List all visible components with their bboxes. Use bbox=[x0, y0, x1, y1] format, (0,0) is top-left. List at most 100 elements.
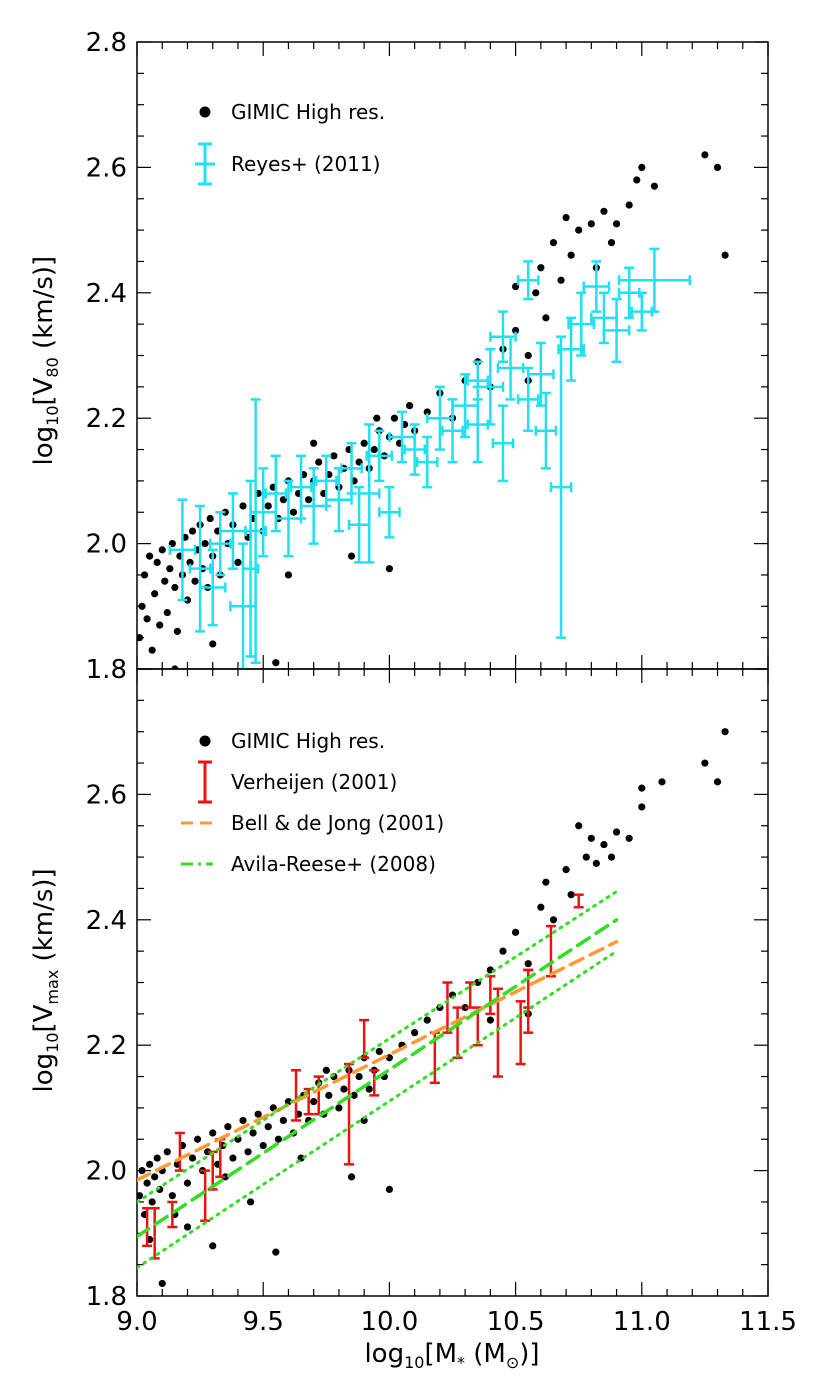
sim-point bbox=[325, 1091, 333, 1099]
sim-point bbox=[146, 552, 154, 560]
y-tick-label: 2.0 bbox=[86, 530, 127, 560]
relation-line bbox=[137, 890, 619, 1204]
sim-point bbox=[607, 853, 616, 861]
sim-point bbox=[360, 1116, 368, 1125]
sim-point bbox=[246, 1198, 255, 1206]
x-tick-label: 11.0 bbox=[613, 1307, 671, 1337]
y-tick-label: 2.6 bbox=[86, 153, 127, 183]
sim-point bbox=[713, 163, 722, 171]
sim-point bbox=[347, 1173, 356, 1181]
relation-line bbox=[137, 918, 619, 1239]
sim-point bbox=[658, 778, 666, 786]
sim-point bbox=[587, 834, 595, 842]
sim-point bbox=[625, 201, 633, 209]
sim-point bbox=[264, 1123, 272, 1131]
sim-point bbox=[239, 1116, 247, 1125]
sim-point bbox=[310, 1098, 318, 1106]
sim-point bbox=[264, 502, 272, 510]
panel-top: 1.8 2.0 2.2 2.4 2.6 2.8 log10[V80 (km/s)] GIMIC… bbox=[29, 28, 769, 685]
sim-point bbox=[244, 1148, 252, 1156]
x-tick-label: 9.5 bbox=[243, 1307, 284, 1337]
sim-point bbox=[171, 665, 179, 669]
y-axis-label: log10[V80 (km/s)] bbox=[29, 256, 62, 466]
sim-point bbox=[322, 1066, 330, 1074]
sim-point bbox=[137, 1192, 144, 1200]
sim-point bbox=[701, 151, 709, 159]
sim-point bbox=[138, 1167, 146, 1175]
legend-dot bbox=[199, 735, 211, 747]
sim-point bbox=[385, 1185, 393, 1194]
sim-point bbox=[549, 916, 558, 924]
sim-point bbox=[289, 508, 298, 516]
panel-bottom: 1.8 2.0 2.2 2.4 2.6 9.0 9.5 10.0 10.5 11.0 11.5 log… bbox=[29, 668, 797, 1372]
sim-point bbox=[350, 1091, 358, 1099]
legend-item: Verheijen (2001) bbox=[198, 760, 397, 804]
x-tick-label: 10.0 bbox=[360, 1307, 418, 1337]
sim-point bbox=[229, 1154, 237, 1162]
sim-point bbox=[209, 1129, 217, 1137]
sim-point bbox=[532, 289, 540, 297]
sim-point bbox=[600, 207, 608, 215]
sim-point bbox=[183, 596, 192, 604]
y-tick-label: 1.8 bbox=[86, 1282, 127, 1312]
relation-line bbox=[137, 939, 619, 1182]
sim-point bbox=[549, 239, 558, 247]
sim-point bbox=[330, 452, 338, 460]
sim-point bbox=[423, 1016, 431, 1024]
y-tick-label: 2.2 bbox=[86, 404, 127, 434]
sim-point bbox=[562, 213, 570, 222]
sim-point bbox=[567, 891, 575, 899]
sim-point bbox=[375, 1047, 383, 1056]
sim-point bbox=[204, 1148, 212, 1156]
sim-point bbox=[461, 1003, 469, 1012]
sim-point bbox=[721, 728, 729, 736]
sim-point bbox=[542, 878, 550, 886]
legend-dot bbox=[199, 106, 211, 118]
sim-point bbox=[633, 176, 641, 184]
sim-point bbox=[575, 822, 583, 830]
legend-label: GIMIC High res. bbox=[231, 100, 385, 124]
sim-point bbox=[638, 784, 646, 792]
sim-point bbox=[209, 640, 217, 648]
sim-point bbox=[557, 276, 565, 284]
sim-point bbox=[186, 558, 194, 567]
sim-point bbox=[390, 414, 399, 422]
sim-point bbox=[272, 1248, 280, 1256]
sim-point bbox=[638, 163, 646, 171]
sim-point bbox=[607, 239, 616, 247]
legend-label: Bell & de Jong (2001) bbox=[231, 811, 444, 835]
sim-point bbox=[335, 1104, 343, 1112]
sim-point bbox=[171, 583, 179, 592]
sim-point bbox=[156, 621, 164, 629]
sim-point bbox=[340, 1085, 348, 1093]
sim-point bbox=[163, 1148, 171, 1156]
sim-point bbox=[188, 527, 197, 535]
sim-point bbox=[524, 351, 532, 360]
x-tick-label: 11.5 bbox=[739, 1307, 797, 1337]
sim-point bbox=[373, 414, 381, 422]
sim-point bbox=[173, 627, 181, 635]
sim-point bbox=[153, 558, 161, 567]
sim-point bbox=[183, 1223, 192, 1231]
y-tick-label: 2.6 bbox=[86, 780, 127, 810]
sim-point bbox=[188, 1154, 197, 1162]
sim-point bbox=[143, 1179, 151, 1187]
sim-point bbox=[612, 220, 621, 228]
y-tick-label: 2.4 bbox=[86, 279, 127, 309]
sim-point bbox=[140, 571, 149, 579]
sim-point bbox=[221, 1173, 229, 1181]
legend-item: Reyes+ (2011) bbox=[195, 142, 380, 186]
y-tick-label: 2.8 bbox=[86, 28, 127, 58]
sim-point bbox=[254, 1110, 262, 1118]
sim-point bbox=[279, 1116, 287, 1125]
sim-point bbox=[191, 577, 199, 585]
sim-point bbox=[524, 960, 532, 968]
sim-point bbox=[249, 1129, 257, 1137]
data-layer-bottom bbox=[137, 728, 729, 1288]
sim-point bbox=[625, 834, 633, 842]
sim-point bbox=[234, 558, 242, 567]
data-layer-top bbox=[137, 151, 729, 669]
plot-frame-bottom bbox=[136, 668, 769, 1297]
sim-point bbox=[158, 546, 166, 554]
